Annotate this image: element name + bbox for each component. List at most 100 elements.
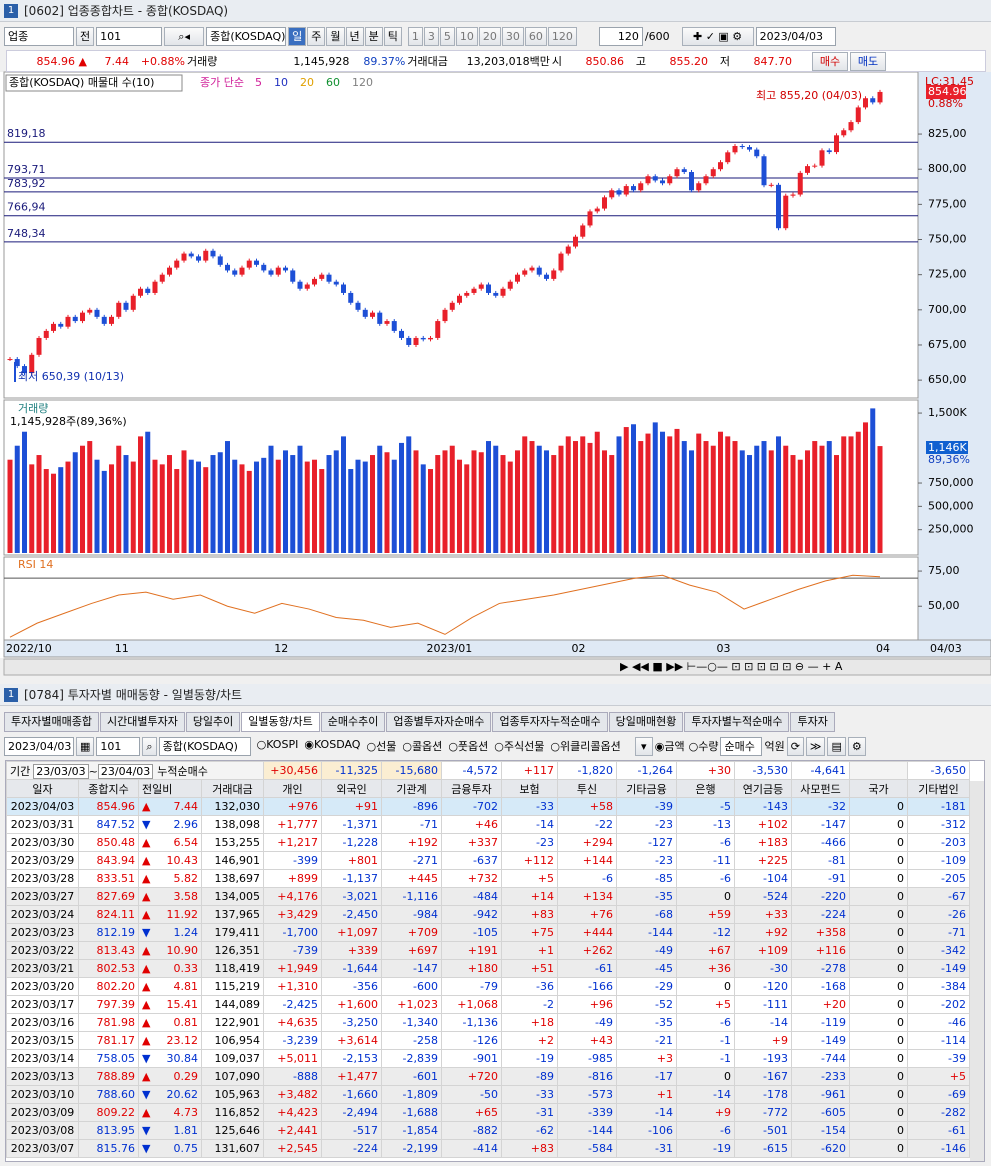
refresh-button[interactable]: ⟳	[786, 736, 804, 756]
date-input[interactable]: 2023/04/03	[4, 736, 74, 756]
value-cell: -601	[381, 1067, 443, 1086]
data-row[interactable]: 2023/03/24 824.11 ▲ 11.92 137,965 +3,429 -2,45…	[6, 905, 971, 924]
change-value: 2.96	[173, 818, 199, 831]
value-cell: 0	[849, 1139, 909, 1158]
tab[interactable]: 투자자별매매종합	[4, 712, 99, 732]
search-button[interactable]: ⌕	[142, 736, 157, 756]
radio[interactable]: ○선물	[366, 740, 397, 753]
minute-button[interactable]: 10	[455, 26, 478, 46]
value-cell: -484	[441, 887, 503, 906]
data-row[interactable]: 2023/03/13 788.89 ▲ 0.29 107,090 -888 +1,477 -6…	[6, 1067, 971, 1086]
period-button[interactable]: 틱	[383, 26, 402, 46]
candle	[660, 180, 665, 184]
tab[interactable]: 일별동향/차트	[241, 712, 320, 732]
data-row[interactable]: 2023/03/30 850.48 ▲ 6.54 153,255 +1,217 -1,228…	[6, 833, 971, 852]
data-row[interactable]: 2023/03/23 812.19 ▼ 1.24 179,411 -1,700 +1,097…	[6, 923, 971, 942]
sort-select[interactable]: 순매수	[720, 736, 763, 756]
data-row[interactable]: 2023/03/21 802.53 ▲ 0.33 118,419 +1,949 -1,644…	[6, 959, 971, 978]
data-row[interactable]: 2023/03/08 813.95 ▼ 1.81 125,646 +2,441 -517 -1…	[6, 1121, 971, 1140]
tab[interactable]: 시간대별투자자	[99, 712, 185, 732]
value-cell: +3,482	[263, 1085, 323, 1104]
date-input[interactable]: 23/04/03	[97, 763, 154, 779]
code-input[interactable]: 101	[96, 736, 141, 756]
radio[interactable]: ○수량	[688, 740, 719, 753]
data-row[interactable]: 2023/03/14 758.05 ▼ 30.84 109,037 +5,011 -2,15…	[6, 1049, 971, 1068]
data-row[interactable]: 2023/03/22 813.43 ▲ 10.90 126,351 -739 +339 +69…	[6, 941, 971, 960]
tab[interactable]: 당일매매현황	[608, 712, 684, 732]
calendar-button[interactable]: ▦	[76, 736, 95, 756]
tab[interactable]: 업종투자자누적순매수	[492, 712, 608, 732]
data-row[interactable]: 2023/03/29 843.94 ▲ 10.43 146,901 -399 +801 -27…	[6, 851, 971, 870]
prefix-button[interactable]: 전	[76, 26, 95, 46]
candle	[877, 91, 883, 103]
count-input[interactable]: 120	[598, 26, 643, 46]
dropdown[interactable]: ▾	[634, 736, 653, 756]
buy-button[interactable]: 매수	[811, 51, 848, 71]
minute-button[interactable]: 120	[547, 26, 577, 46]
tab[interactable]: 투자자별누적순매수	[684, 712, 790, 732]
tab[interactable]: 당일추이	[185, 712, 241, 732]
date-input[interactable]: 2023/04/03	[755, 26, 836, 46]
radio[interactable]: ◉금액	[654, 740, 685, 753]
data-row[interactable]: 2023/03/17 797.39 ▲ 15.41 144,089 -2,425 +1,60…	[6, 995, 971, 1014]
value-cell: -45	[616, 959, 678, 978]
value-cell: -517	[321, 1121, 383, 1140]
minute-button[interactable]: 5	[439, 26, 455, 46]
price: 854.96 ▲	[36, 54, 87, 68]
value-cell: -178	[734, 1085, 793, 1104]
period-button[interactable]: 월	[326, 26, 345, 46]
minute-button[interactable]: 3	[423, 26, 439, 46]
change-value: 30.84	[166, 1052, 199, 1065]
value-cell: 0	[849, 1085, 909, 1104]
settings-button[interactable]: ⚙	[847, 736, 866, 756]
search-button[interactable]: ⌕◂	[164, 26, 205, 46]
value-cell: -1,340	[381, 1013, 443, 1032]
data-row[interactable]: 2023/03/31 847.52 ▼ 2.96 138,098 +1,777 -1,371…	[6, 815, 971, 834]
next-button[interactable]: ≫	[805, 736, 826, 756]
period-button[interactable]: 일	[288, 26, 307, 46]
volume-bar	[696, 433, 702, 553]
sell-button[interactable]: 매도	[849, 51, 886, 71]
tab[interactable]: 순매수추이	[320, 712, 386, 732]
sum-cell: -3,650	[907, 761, 971, 780]
date-input[interactable]: 23/03/03	[33, 763, 89, 779]
tool-buttons[interactable]: ✚ ✓ ▣ ⚙	[681, 26, 754, 46]
date-cell: 2023/03/17	[6, 995, 79, 1014]
radio[interactable]: ○KOSPI	[256, 738, 299, 751]
data-row[interactable]: 2023/03/09 809.22 ▲ 4.73 116,852 +4,423 -2,494…	[6, 1103, 971, 1122]
chart-button[interactable]: ▤	[827, 736, 846, 756]
data-row[interactable]: 2023/03/15 781.17 ▲ 23.12 106,954 -3,239 +3,61…	[6, 1031, 971, 1050]
radio[interactable]: ○주식선물	[494, 740, 545, 753]
value-cell: 0	[849, 905, 909, 924]
code-input[interactable]: 101	[96, 26, 163, 46]
data-row[interactable]: 2023/04/03 854.96 ▲ 7.44 132,030 +976 +91 -896-…	[6, 797, 971, 816]
market-select[interactable]: 업종	[4, 26, 74, 46]
data-row[interactable]: 2023/03/16 781.98 ▲ 0.81 122,901 +4,635 -3,250…	[6, 1013, 971, 1032]
data-row[interactable]: 2023/03/07 815.76 ▼ 0.75 131,607 +2,545 -224 -2…	[6, 1139, 971, 1158]
tab[interactable]: 투자자	[790, 712, 835, 732]
data-row[interactable]: 2023/03/10 788.60 ▼ 20.62 105,963 +3,482 -1,66…	[6, 1085, 971, 1104]
period-button[interactable]: 년	[345, 26, 364, 46]
minute-button[interactable]: 60	[524, 26, 547, 46]
radio[interactable]: ○풋옵션	[448, 740, 489, 753]
level-label: 793,71	[7, 163, 46, 176]
value-cell: -105	[441, 923, 503, 942]
period-button[interactable]: 주	[307, 26, 326, 46]
minute-button[interactable]: 1	[407, 26, 423, 46]
period-button[interactable]: 분	[364, 26, 383, 46]
radio[interactable]: ○위클리콜옵션	[550, 740, 621, 753]
radio[interactable]: ○콜옵션	[402, 740, 443, 753]
change-value: 0.81	[173, 1016, 199, 1029]
radio[interactable]: ◉KOSDAQ	[304, 738, 361, 751]
data-row[interactable]: 2023/03/27 827.69 ▲ 3.58 134,005 +4,176 -3,021…	[6, 887, 971, 906]
candle	[22, 366, 27, 374]
change-cell: ▲ 10.43	[138, 851, 202, 870]
minute-button[interactable]: 20	[478, 26, 501, 46]
data-row[interactable]: 2023/03/28 833.51 ▲ 5.82 138,697 +899 -1,137 +4…	[6, 869, 971, 888]
data-row[interactable]: 2023/03/20 802.20 ▲ 4.81 115,219 +1,310 -356 -6…	[6, 977, 971, 996]
change-cell: ▲ 0.33	[138, 959, 202, 978]
sum-cell: -3,530	[734, 761, 793, 780]
tab[interactable]: 업종별투자자순매수	[386, 712, 492, 732]
minute-button[interactable]: 30	[501, 26, 524, 46]
